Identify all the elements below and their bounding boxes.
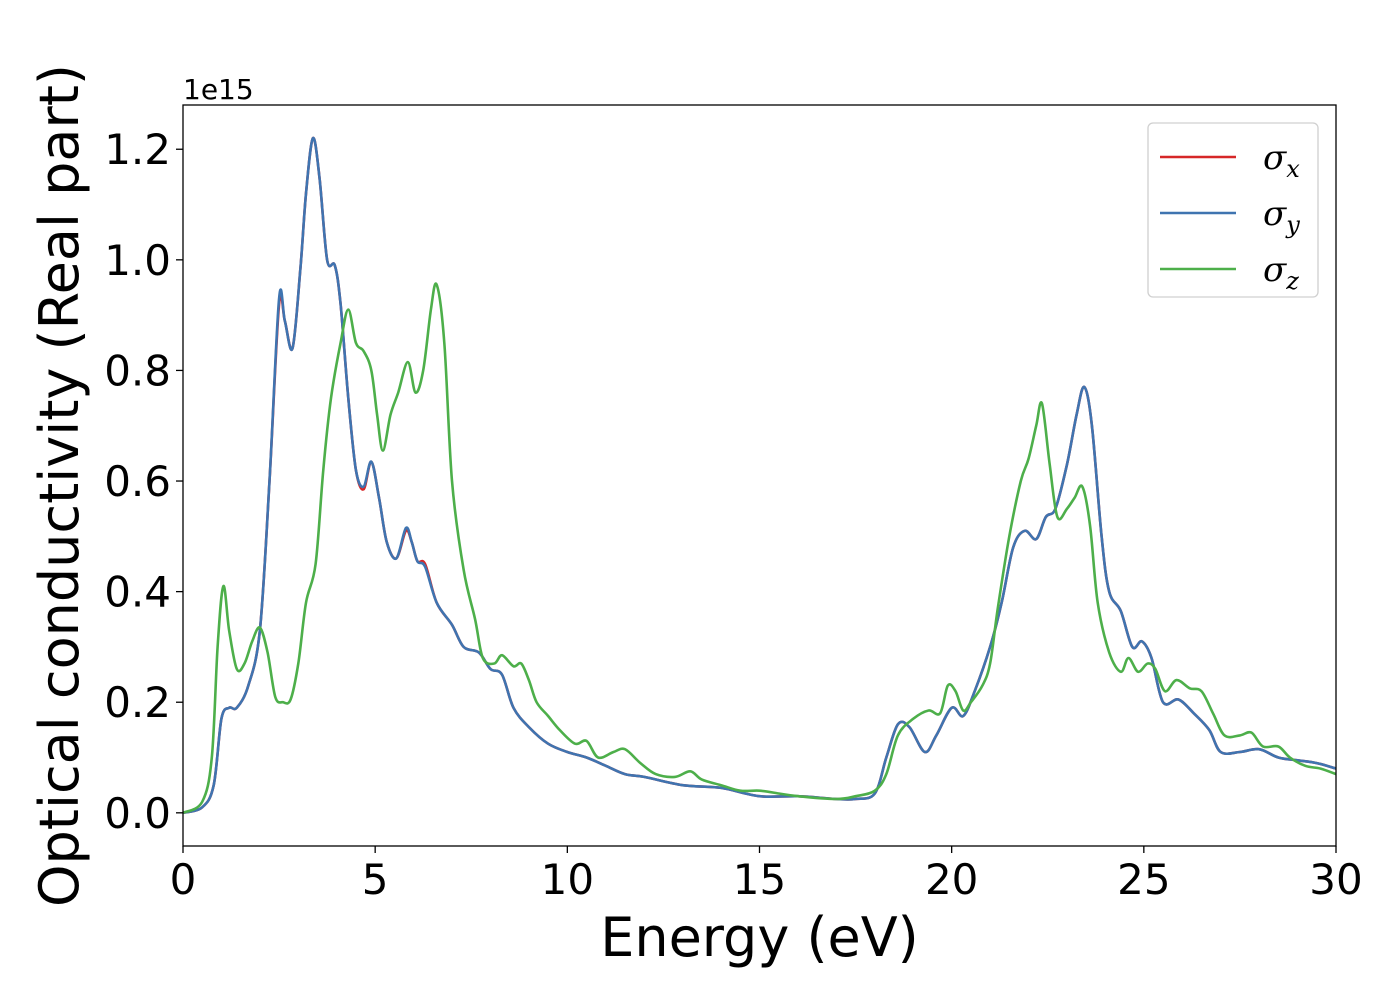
y-axis-label: Optical conductivity (Real part) <box>28 64 91 907</box>
y-tick-label: 1.2 <box>104 125 171 174</box>
x-tick-label: 5 <box>362 855 389 904</box>
x-axis: 0 5 10 15 20 25 30 <box>170 846 1363 904</box>
x-tick-label: 20 <box>925 855 978 904</box>
y-offset-label: 1e15 <box>183 73 254 106</box>
y-tick-label: 0.4 <box>104 568 171 617</box>
series-line-y <box>183 136 1336 815</box>
y-tick-label: 1.0 <box>104 236 171 285</box>
plot-lines <box>183 136 1336 815</box>
y-tick-label: 0.8 <box>104 346 171 395</box>
series-line-z <box>183 282 1336 815</box>
x-tick-label: 25 <box>1117 855 1170 904</box>
y-axis: 0.0 0.2 0.4 0.6 0.8 1.0 1.2 <box>104 125 183 838</box>
y-tick-label: 0.0 <box>104 789 171 838</box>
x-tick-label: 0 <box>170 855 197 904</box>
x-axis-label: Energy (eV) <box>600 906 919 969</box>
x-tick-label: 15 <box>733 855 786 904</box>
x-tick-label: 10 <box>541 855 594 904</box>
y-tick-label: 0.2 <box>104 678 171 727</box>
y-tick-label: 0.6 <box>104 457 171 506</box>
legend-box <box>1147 122 1319 298</box>
x-tick-label: 30 <box>1309 855 1362 904</box>
